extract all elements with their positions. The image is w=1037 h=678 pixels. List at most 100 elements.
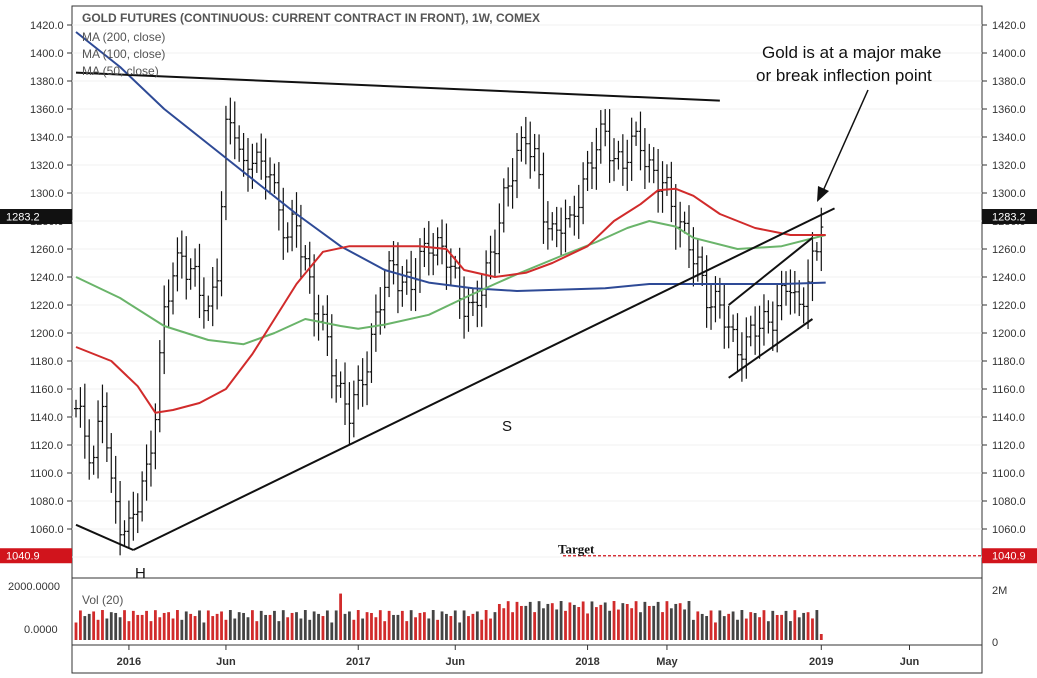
volume-bar xyxy=(378,610,382,640)
chart-title: GOLD FUTURES (CONTINUOUS: CURRENT CONTRA… xyxy=(82,11,540,25)
volume-bar xyxy=(621,603,625,640)
price-bar xyxy=(312,254,317,337)
price-bar xyxy=(413,258,418,312)
volume-bar xyxy=(749,612,753,640)
last-price-tag-right: 1283.2 xyxy=(982,209,1037,225)
price-bar xyxy=(678,201,683,248)
volume-bar xyxy=(537,601,541,640)
price-bar xyxy=(356,365,361,410)
price-bar xyxy=(162,285,167,375)
price-bar xyxy=(343,362,348,425)
x-tick-label: 2017 xyxy=(346,656,370,668)
volume-bar xyxy=(665,601,669,640)
price-bar xyxy=(241,132,246,177)
price-bar xyxy=(193,248,198,287)
price-bar xyxy=(320,305,325,331)
price-bar xyxy=(722,283,727,349)
x-tick-label: May xyxy=(656,656,678,668)
price-bar xyxy=(589,141,594,190)
volume-bar xyxy=(418,612,422,640)
volume-bar xyxy=(330,622,334,640)
y-tick-label-right: 1180.0 xyxy=(992,356,1025,368)
price-bar xyxy=(232,101,237,160)
price-bar xyxy=(457,247,462,319)
volume-bar xyxy=(550,603,554,640)
volume-bar xyxy=(303,610,307,640)
price-bar xyxy=(329,314,334,399)
volume-tick-right-bottom: 0 xyxy=(992,637,998,649)
y-tick-label-right: 1420.0 xyxy=(992,20,1026,32)
price-bar xyxy=(78,387,83,428)
volume-bar xyxy=(511,612,514,640)
volume-bar xyxy=(268,614,272,640)
volume-bar xyxy=(96,619,100,640)
volume-bar xyxy=(683,609,686,640)
volume-bar xyxy=(797,617,801,640)
volume-bar xyxy=(568,602,572,640)
price-bar xyxy=(144,444,149,501)
price-bar xyxy=(492,229,497,277)
price-bar xyxy=(810,232,815,302)
volume-bar xyxy=(722,616,726,640)
price-bar xyxy=(784,271,789,306)
price-bar xyxy=(179,230,184,279)
price-bar xyxy=(369,323,374,383)
volume-bars xyxy=(74,593,823,640)
price-bar xyxy=(365,351,370,406)
price-bar xyxy=(598,110,603,164)
y-tick-label-left: 1340.0 xyxy=(30,132,64,144)
price-bar xyxy=(104,392,109,463)
price-bar xyxy=(567,206,572,228)
price-bar xyxy=(290,199,295,252)
legend-ma50: MA (50, close) xyxy=(82,64,159,78)
volume-bar xyxy=(480,619,484,640)
price-bar xyxy=(594,127,599,190)
volume-bar xyxy=(114,612,118,640)
price-bar xyxy=(171,262,176,315)
volume-bar xyxy=(484,610,488,640)
volume-bar xyxy=(136,614,140,640)
volume-bar xyxy=(365,612,369,640)
volume-bar xyxy=(661,612,664,640)
y-tick-label-left: 1120.0 xyxy=(30,440,63,452)
y-tick-label-left: 1060.0 xyxy=(30,524,64,536)
last-price-label-right: 1283.2 xyxy=(992,212,1026,224)
moving-averages xyxy=(75,31,826,414)
y-tick-label-right: 1080.0 xyxy=(992,496,1026,508)
x-tick-label: Jun xyxy=(216,656,236,668)
volume-bar xyxy=(325,610,329,640)
volume-bar xyxy=(471,613,475,640)
y-tick-label-right: 1340.0 xyxy=(992,132,1026,144)
volume-bar xyxy=(317,613,320,640)
volume-bar xyxy=(127,621,131,640)
price-bar xyxy=(206,295,211,322)
volume-bar xyxy=(392,614,395,640)
y-tick-label-left: 1420.0 xyxy=(30,20,64,32)
volume-bar xyxy=(714,622,717,640)
volume-bar xyxy=(431,610,435,640)
volume-bar xyxy=(242,612,245,640)
volume-bar xyxy=(758,617,761,640)
volume-bar xyxy=(793,610,797,640)
volume-bar xyxy=(815,610,819,640)
volume-bar xyxy=(251,610,254,640)
volume-bar xyxy=(458,622,462,640)
volume-bar xyxy=(669,608,673,640)
price-bar xyxy=(519,126,524,162)
volume-bar xyxy=(286,617,290,640)
price-bar xyxy=(731,314,736,342)
y-tick-label-left: 1100.0 xyxy=(30,468,63,480)
price-bar xyxy=(550,212,555,241)
annotation-arrowhead xyxy=(817,186,829,202)
y-tick-label-left: 1180.0 xyxy=(30,356,63,368)
price-bar xyxy=(739,332,744,382)
volume-bar xyxy=(184,611,188,640)
volume-bar xyxy=(506,601,510,640)
volume-bar xyxy=(572,604,576,640)
price-bar xyxy=(188,258,193,290)
volume-bar xyxy=(105,618,109,640)
price-bar xyxy=(210,266,215,327)
volume-bar xyxy=(784,610,788,640)
last-price-label-left: 1283.2 xyxy=(6,212,40,224)
